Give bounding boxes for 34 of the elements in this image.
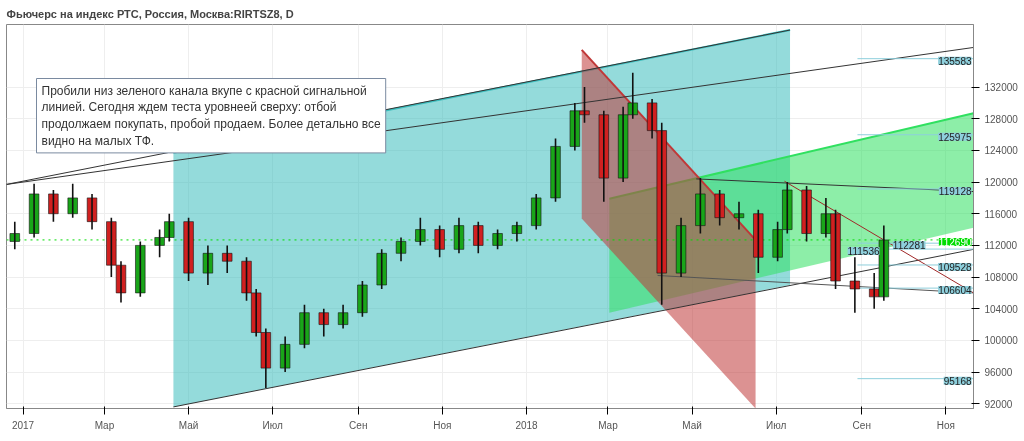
x-tick-label: Сен [349, 419, 368, 431]
y-tick-label: 112000 [984, 240, 1018, 252]
y-tick-label: 108000 [984, 272, 1019, 284]
y-tick-label: 128000 [984, 113, 1019, 125]
annotation: Пробили низ зеленого канала вкупе с красной сигнальной линией. Сегодня ждем теста уровнеей сверху: отбой продолжаем покупать, пробой продаем. Более детально все видно на малых ТФ. [41, 83, 382, 148]
y-tick-label: 132000 [984, 82, 1019, 94]
x-tick-label: Ноя [936, 419, 956, 431]
y-tick-label: 104000 [984, 303, 1019, 315]
ref-line-label: 112690 [938, 236, 972, 248]
x-tick-label: Сен [852, 419, 871, 431]
y-tick-label: 120000 [984, 177, 1019, 189]
x-tick-label: 2017 [11, 419, 35, 431]
x-tick-label: Май [178, 419, 199, 431]
y-tick-label: 100000 [984, 335, 1019, 347]
ref-line-label: 111536 [847, 246, 880, 258]
y-tick-label: 124000 [984, 145, 1019, 157]
x-tick-label: Май [682, 419, 702, 431]
x-tick-label: Мар [94, 419, 115, 431]
ref-line-label: 125975 [938, 131, 972, 143]
ref-line-label: 119128 [938, 185, 972, 197]
chart-title: Фьючерс на индекс РТС, Россия, Москва:RIRTSZ8, D [6, 7, 294, 20]
x-tick-label: Июл [766, 419, 787, 431]
ref-line-label: 135583 [938, 55, 972, 67]
x-tick-label: Ноя [433, 419, 452, 431]
x-tick-label: Мар [598, 419, 619, 431]
x-tick-label: 2018 [515, 419, 539, 431]
x-tick-label: Июл [262, 419, 284, 431]
y-tick-label: 92000 [984, 398, 1013, 410]
y-tick-label: 116000 [984, 208, 1018, 220]
ref-line-label: 95168 [943, 375, 972, 387]
ref-line-label: 112281 [892, 240, 926, 252]
ref-line-label: 106604 [938, 285, 972, 297]
ref-line-label: 109528 [938, 261, 972, 273]
y-tick-label: 96000 [984, 367, 1013, 379]
